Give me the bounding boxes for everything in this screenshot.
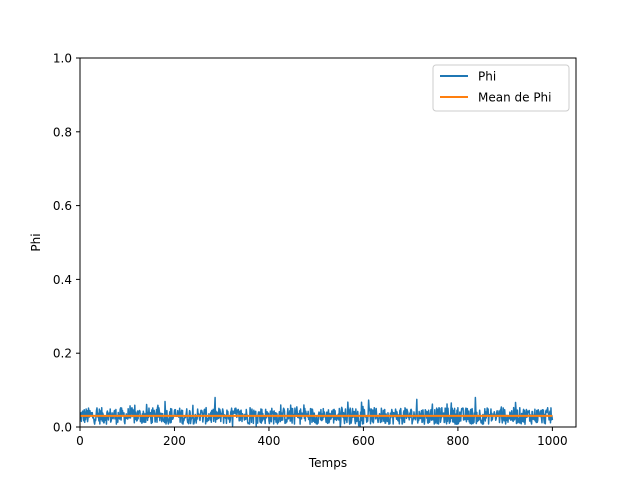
- y-tick-label: 0.8: [53, 125, 72, 139]
- x-axis-ticks: 0 200 400 600 800 1000: [76, 427, 568, 448]
- y-tick-label: 0.2: [53, 347, 72, 361]
- x-tick-label: 600: [352, 434, 375, 448]
- legend-label-phi: Phi: [478, 70, 496, 84]
- x-tick-label: 0: [76, 434, 84, 448]
- y-tick-label: 0.6: [53, 199, 72, 213]
- legend-label-mean: Mean de Phi: [478, 91, 552, 105]
- y-tick-label: 1.0: [53, 52, 72, 66]
- series-layer: [79, 396, 554, 428]
- legend: Phi Mean de Phi: [432, 64, 570, 112]
- series-line-phi: [79, 396, 554, 428]
- plot-area: [79, 57, 577, 428]
- y-axis-ticks: 0.0 0.2 0.4 0.6 0.8 1.0: [53, 52, 80, 435]
- x-tick-label: 400: [257, 434, 280, 448]
- y-axis-label: Phi: [29, 233, 43, 251]
- x-tick-label: 1000: [537, 434, 568, 448]
- axes-frame: [79, 57, 577, 428]
- y-tick-label: 0.0: [53, 421, 72, 435]
- x-tick-label: 800: [446, 434, 469, 448]
- x-tick-label: 200: [163, 434, 186, 448]
- x-axis-label: Temps: [308, 456, 347, 470]
- y-tick-label: 0.4: [53, 273, 72, 287]
